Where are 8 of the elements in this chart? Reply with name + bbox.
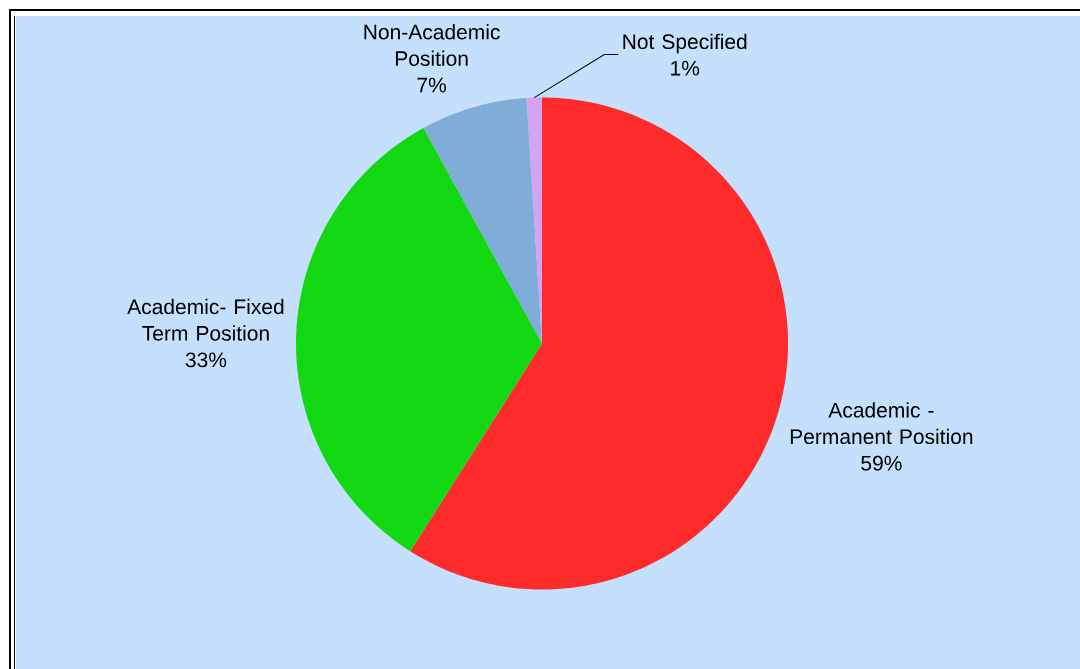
slice-label: Academic - Permanent Position	[790, 402, 973, 445]
data-label: 1%	[671, 60, 700, 76]
data-label: 59%	[861, 455, 902, 471]
slice-label: Not Specified	[623, 33, 747, 54]
data-label: 7%	[417, 77, 447, 93]
slice-label: Academic- Fixed Term Position	[127, 298, 284, 341]
data-label: 33%	[185, 352, 227, 368]
slice-label: Non-Academic Position	[364, 24, 500, 66]
